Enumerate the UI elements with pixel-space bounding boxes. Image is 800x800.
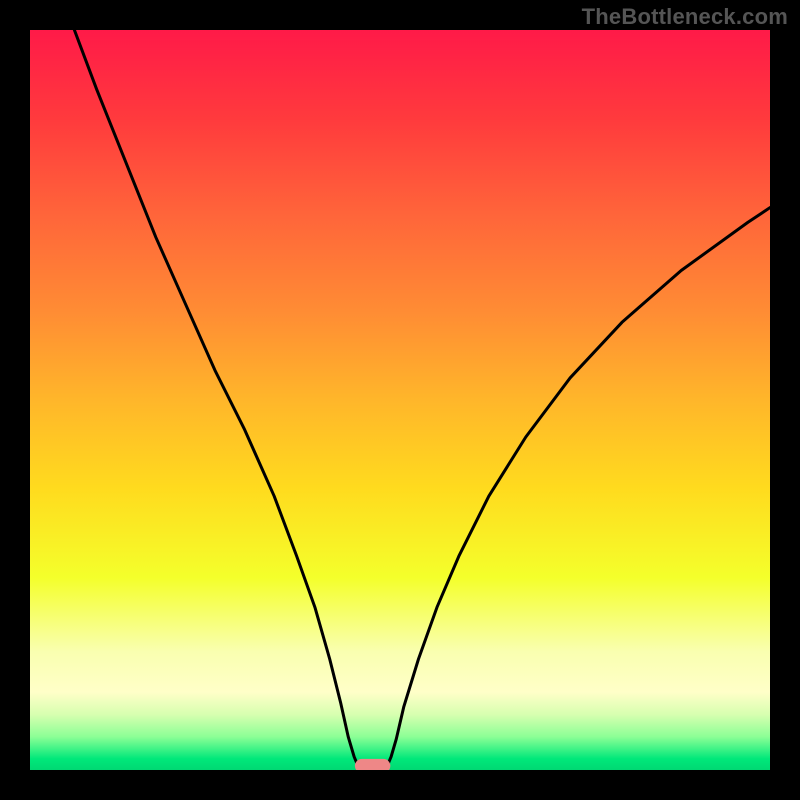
- watermark-text: TheBottleneck.com: [582, 4, 788, 30]
- optimal-marker: [355, 759, 391, 773]
- bottleneck-chart: [0, 0, 800, 800]
- figure-container: TheBottleneck.com: [0, 0, 800, 800]
- plot-background: [30, 30, 770, 770]
